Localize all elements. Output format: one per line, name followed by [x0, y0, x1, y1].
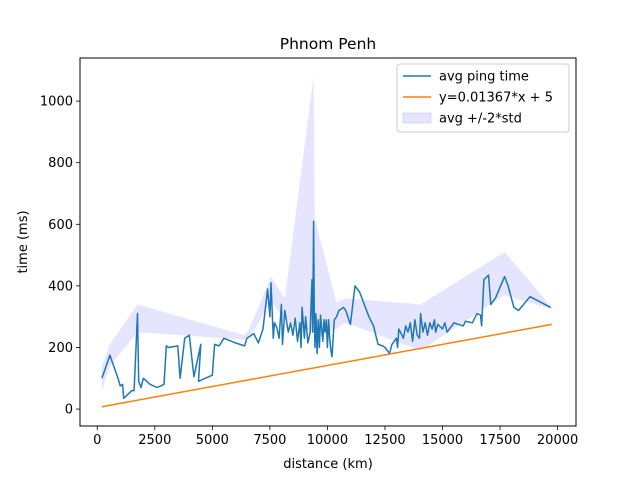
- legend-label: y=0.01367*x + 5: [439, 91, 553, 106]
- x-tick-label: 5000: [196, 433, 229, 448]
- x-tick-label: 12500: [364, 433, 405, 448]
- legend-label: avg ping time: [439, 70, 529, 85]
- y-tick-label: 400: [48, 279, 73, 294]
- chart-title: Phnom Penh: [280, 35, 376, 53]
- x-axis: 0 2500 5000 7500 10000 12500 15000 17500 20000: [93, 426, 578, 448]
- x-tick-label: 2500: [138, 433, 171, 448]
- avg-ping-time-line: [101, 220, 552, 400]
- std-band-series: [101, 76, 551, 391]
- y-tick-label: 200: [48, 341, 73, 356]
- x-tick-label: 15000: [422, 433, 463, 448]
- legend-swatch: [402, 112, 432, 124]
- fit-line: [101, 323, 552, 408]
- y-tick-label: 800: [48, 156, 73, 171]
- y-tick-label: 0: [65, 403, 73, 418]
- x-tick-label: 7500: [253, 433, 286, 448]
- y-tick-label: 1000: [40, 95, 73, 110]
- legend-box: [396, 63, 570, 133]
- x-tick-label: 20000: [537, 433, 578, 448]
- plot-area: [101, 76, 552, 408]
- y-axis-label: time (ms): [16, 210, 31, 273]
- x-axis-label: distance (km): [283, 457, 373, 472]
- legend: avg ping time y=0.01367*x + 5 avg +/-2*std: [396, 63, 570, 133]
- x-tick-label: 10000: [307, 433, 348, 448]
- y-tick-label: 600: [48, 218, 73, 233]
- axes-frame: [79, 57, 577, 427]
- x-tick-label: 0: [93, 433, 101, 448]
- legend-label: avg +/-2*std: [439, 112, 522, 127]
- y-axis: 0 200 400 600 800 1000: [40, 95, 80, 418]
- x-tick-label: 17500: [479, 433, 520, 448]
